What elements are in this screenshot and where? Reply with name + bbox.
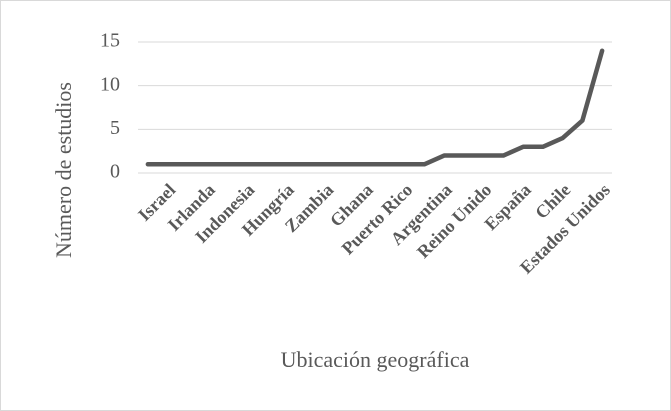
y-axis-label: Número de estudios xyxy=(51,82,76,258)
y-tick-label: 10 xyxy=(100,73,120,95)
y-tick-label: 15 xyxy=(100,30,120,52)
y-tick-label: 5 xyxy=(110,117,120,139)
data-line xyxy=(145,48,605,167)
y-tick-label: 0 xyxy=(110,161,120,183)
x-axis-label: Ubicación geográfica xyxy=(281,347,470,372)
